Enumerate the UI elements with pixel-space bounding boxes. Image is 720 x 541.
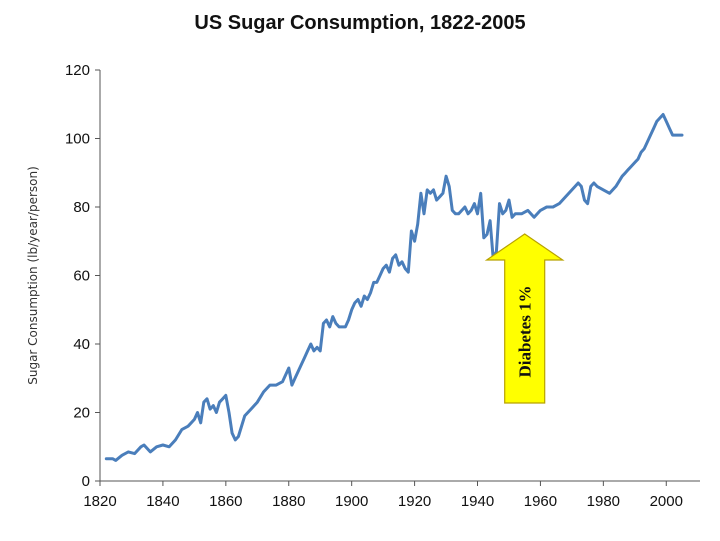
axes [95,69,700,486]
x-tick-label: 1940 [461,493,494,510]
x-tick-label: 1860 [209,493,242,510]
y-tick-label: 0 [82,473,90,490]
x-tick-label: 1900 [335,493,368,510]
x-tick-label: 2000 [650,493,683,510]
x-tick-label: 1880 [272,493,305,510]
y-tick-label: 120 [65,62,90,79]
consumption-series-line [104,113,684,462]
y-tick-label: 40 [73,336,90,353]
tick-labels: 0 20 40 60 80 100 120 1820 1840 1860 1880 1900 1920 1… [26,62,683,510]
up-arrow-shape [484,233,565,404]
y-tick-label: 60 [73,268,90,285]
x-tick-label: 1980 [587,493,620,510]
x-tick-label: 1920 [398,493,431,510]
y-tick-label: 20 [73,405,90,422]
y-axis-label: Sugar Consumption (lb/year/person) [26,166,40,385]
chart-title: US Sugar Consumption, 1822-2005 [194,12,526,34]
x-tick-label: 1840 [146,493,179,510]
x-tick-label: 1820 [83,493,116,510]
y-tick-label: 80 [73,199,90,216]
x-tick-label: 1960 [524,493,557,510]
diabetes-annotation: Diabetes 1% [484,233,565,404]
annotation-label: Diabetes 1% [516,285,535,377]
y-tick-label: 100 [65,131,90,148]
